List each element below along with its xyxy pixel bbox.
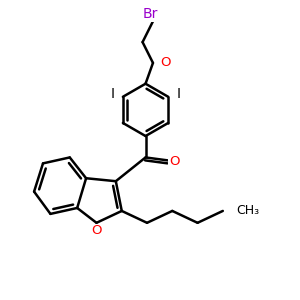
Text: I: I: [176, 87, 181, 101]
Text: CH₃: CH₃: [236, 204, 259, 218]
Text: O: O: [91, 224, 102, 237]
Text: Br: Br: [142, 7, 158, 21]
Text: O: O: [160, 56, 170, 69]
Text: I: I: [111, 87, 115, 101]
Text: O: O: [169, 155, 180, 168]
